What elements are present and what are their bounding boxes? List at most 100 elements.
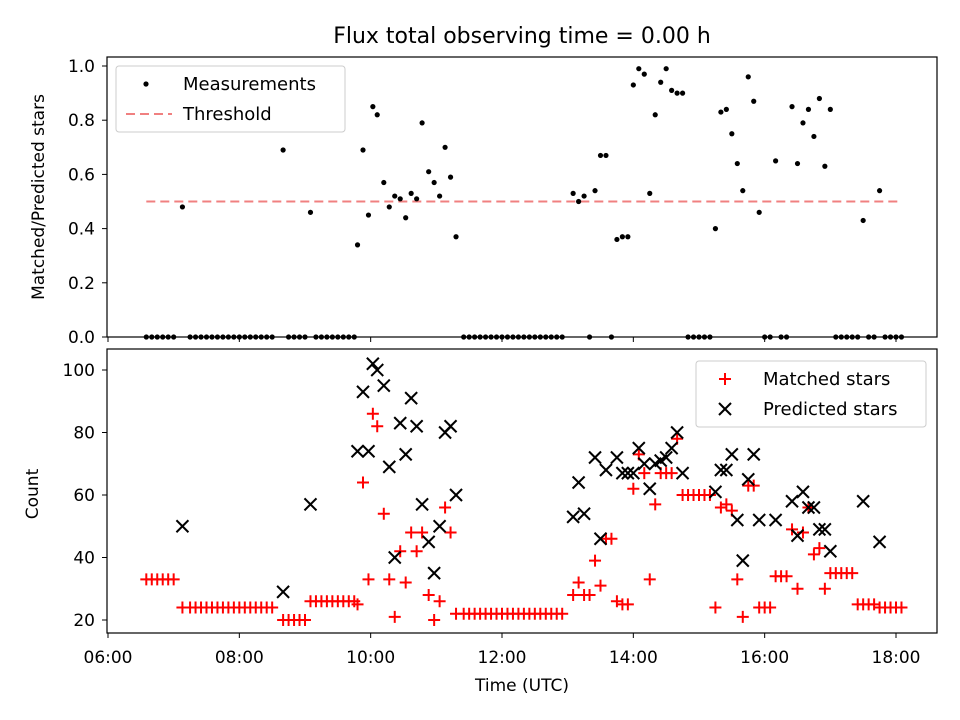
predicted-star-point <box>566 510 580 524</box>
predicted-star-point <box>409 419 424 433</box>
measurement-point <box>442 144 448 150</box>
predicted-star-point <box>664 441 679 455</box>
matched-star-point <box>399 576 412 589</box>
bottom-axes: 20 40 60 80 100 06:00 08:00 10:00 12:00 14:00 16:0… <box>63 361 921 668</box>
measurement-point <box>636 66 642 72</box>
predicted-star-point <box>388 550 402 565</box>
measurement-point <box>805 106 812 112</box>
top-y-axis-label: Matched/Predicted stars <box>29 94 49 300</box>
measurement-point <box>822 163 828 169</box>
top-legend: Measurements Threshold <box>115 65 346 133</box>
matched-star-point <box>736 610 749 623</box>
bottom-panel: 20 40 60 80 100 06:00 08:00 10:00 12:00 14:00 16:0… <box>23 348 938 696</box>
x-tick-label: 06:00 <box>84 648 133 668</box>
measurement-point <box>773 158 779 164</box>
measurement-point <box>641 71 647 77</box>
legend-measurement-marker <box>143 81 149 87</box>
matched-star-point <box>556 607 569 620</box>
matched-star-point <box>357 476 370 489</box>
predicted-star-point <box>856 494 870 508</box>
measurement-point <box>381 179 387 186</box>
predicted-star-point <box>577 507 591 521</box>
chart-title: Flux total observing time = 0.00 h <box>333 24 711 49</box>
measurement-point <box>447 174 454 180</box>
measurement-point <box>800 120 806 126</box>
bottom-y-tick-label: 100 <box>63 361 95 381</box>
x-tick-label: 14:00 <box>609 648 658 668</box>
predicted-star-point <box>593 532 608 546</box>
measurement-point <box>280 147 286 153</box>
legend-predicted-label: Predicted stars <box>763 399 897 420</box>
predicted-star-point <box>818 522 832 537</box>
x-tick-label: 10:00 <box>346 648 395 668</box>
predicted-star-point <box>404 391 418 405</box>
predicted-star-point <box>730 513 745 527</box>
predicted-star-point <box>670 425 684 440</box>
measurement-point <box>370 104 376 110</box>
measurement-point <box>827 106 833 112</box>
predicted-star-point <box>356 385 370 399</box>
top-y-tick-label: 0.2 <box>68 274 95 294</box>
matched-star-point <box>780 570 793 583</box>
measurement-point <box>630 82 636 88</box>
predicted-star-point <box>276 585 290 599</box>
predicted-star-point <box>350 444 365 458</box>
matched-star-point <box>572 576 585 589</box>
matched-star-point <box>813 542 826 555</box>
matched-star-point <box>703 489 716 501</box>
bottom-y-tick-label: 80 <box>73 424 95 444</box>
matched-star-point <box>299 614 311 626</box>
predicted-star-point <box>747 447 761 462</box>
measurement-point <box>437 193 443 199</box>
matched-star-point <box>846 567 859 580</box>
measurement-point <box>414 196 420 202</box>
measurement-point <box>745 74 751 80</box>
matched-star-point <box>638 467 651 480</box>
matched-star-point <box>439 501 452 514</box>
measurement-point <box>718 109 724 115</box>
top-y-tick-label: 0.8 <box>68 111 95 131</box>
matched-star-point <box>371 420 384 433</box>
measurement-point <box>354 242 361 248</box>
measurement-point <box>179 204 186 210</box>
legend-matched-marker <box>719 373 731 385</box>
matched-star-point <box>791 582 804 595</box>
top-axes-frame <box>106 56 938 338</box>
matched-star-point <box>627 482 640 495</box>
bottom-y-tick-label: 40 <box>73 549 95 569</box>
predicted-star-point <box>812 522 827 537</box>
x-tick-label: 16:00 <box>740 648 789 668</box>
measurement-point <box>789 104 795 110</box>
measurement-point <box>392 193 398 199</box>
matched-star-point <box>807 548 820 561</box>
matched-star-point <box>433 595 446 608</box>
matched-star-point <box>764 601 777 614</box>
measurement-point <box>658 79 664 85</box>
measurement-point <box>625 234 631 240</box>
predicted-star-point <box>725 447 739 462</box>
measurement-point <box>647 190 653 196</box>
matched-star-point <box>594 579 607 592</box>
matched-star-point <box>444 526 457 539</box>
measurement-point <box>603 152 609 159</box>
matched-star-point <box>428 614 441 626</box>
measurement-point <box>674 90 680 96</box>
x-tick-label: 18:00 <box>872 648 921 668</box>
matched-star-point <box>410 545 423 558</box>
bottom-marks <box>140 357 908 626</box>
predicted-star-point <box>626 466 641 480</box>
matched-star-point <box>649 498 662 511</box>
measurement-point <box>614 236 620 243</box>
matched-star-point <box>266 601 279 614</box>
predicted-star-point <box>599 463 613 477</box>
matched-star-point <box>351 598 364 611</box>
measurement-point <box>431 179 437 186</box>
measurement-point <box>811 133 817 140</box>
predicted-star-point <box>175 519 190 533</box>
predicted-star-point <box>790 528 805 543</box>
measurement-point <box>663 66 669 72</box>
predicted-star-point <box>801 500 816 515</box>
predicted-star-point <box>823 544 838 558</box>
measurement-point <box>408 190 414 196</box>
